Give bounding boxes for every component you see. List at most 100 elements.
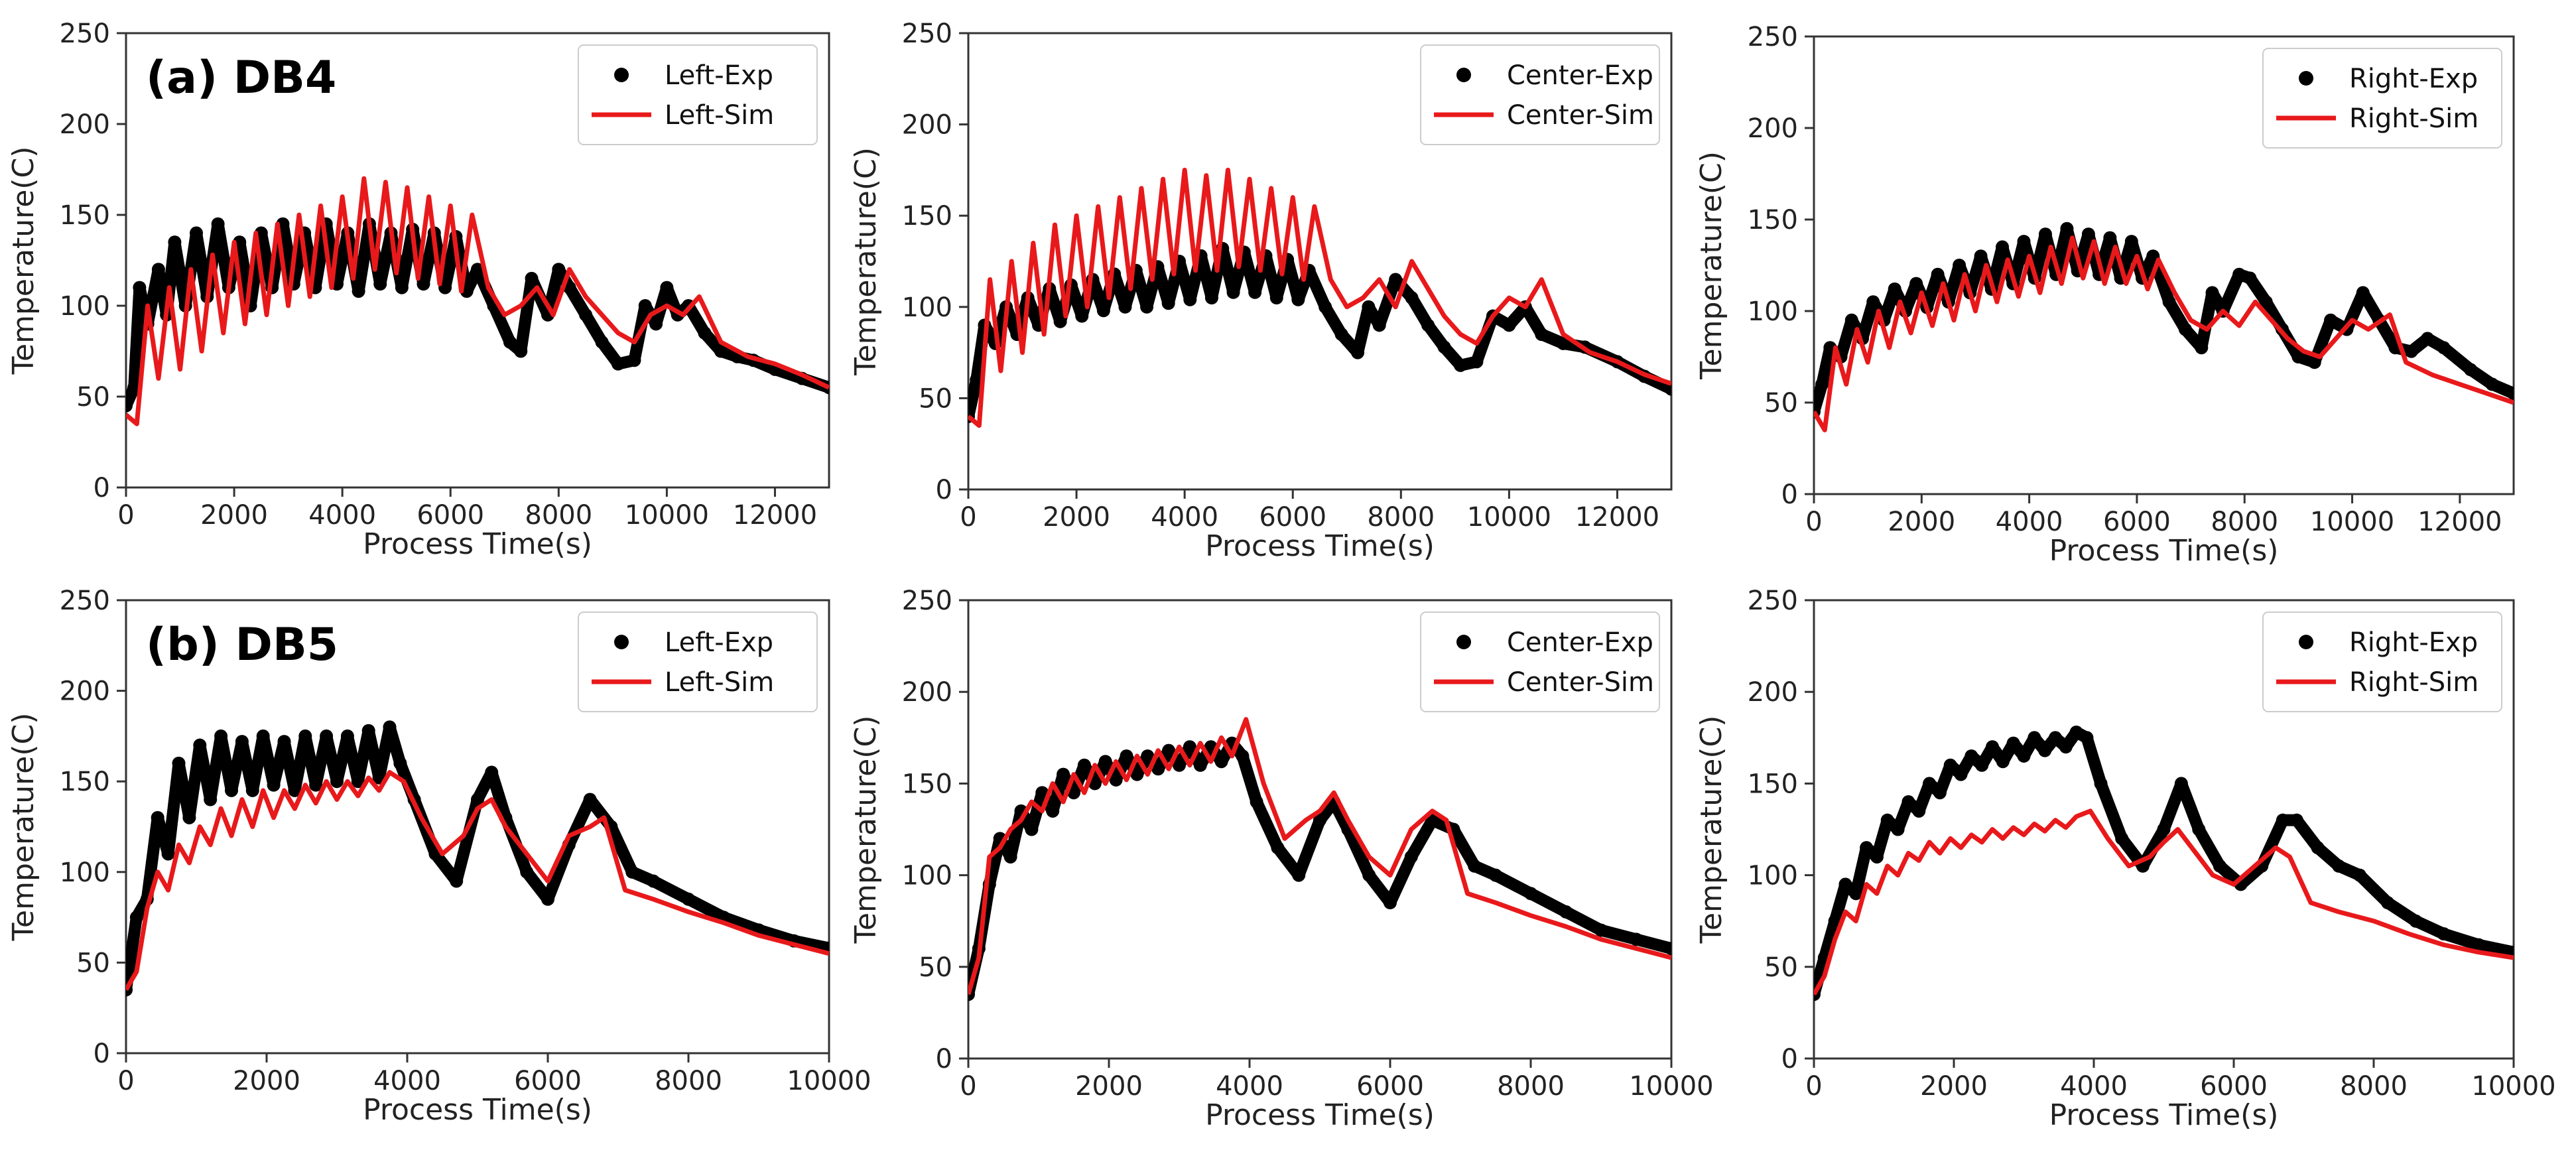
experiment-data-point xyxy=(1141,749,1155,763)
legend-marker-icon xyxy=(2299,635,2313,649)
experiment-data-point xyxy=(2311,841,2325,855)
plot-frame xyxy=(125,32,830,489)
experiment-data-point xyxy=(1468,859,1482,873)
experiment-data-point xyxy=(1870,850,1884,864)
experiment-data-point xyxy=(1003,850,1017,864)
experiment-data-point xyxy=(309,778,323,792)
experiment-data-point xyxy=(2069,726,2083,739)
x-tick-label: 6000 xyxy=(417,500,484,531)
experiment-data-point xyxy=(1292,868,1306,882)
x-tick-label: 0 xyxy=(1805,507,1822,537)
experiment-data-point xyxy=(1421,318,1435,332)
experiment-data-point xyxy=(133,281,147,294)
experiment-data-point xyxy=(647,874,660,888)
y-tick-label: 0 xyxy=(936,475,952,505)
experiment-data-point xyxy=(2174,777,2188,791)
x-tick-label: 4000 xyxy=(308,500,376,531)
experiment-data-point xyxy=(1559,905,1573,919)
chart-panel-4: 0 2000 4000 6000 8000 10000 0 50 100 150 200 250 Pro… xyxy=(7,586,871,1127)
legend-label: Right-Exp xyxy=(2349,627,2478,658)
experiment-data-point xyxy=(172,756,186,770)
experiment-data-point xyxy=(485,765,499,779)
x-tick-label: 8000 xyxy=(2340,1071,2408,1102)
legend-label: Left-Exp xyxy=(665,60,773,91)
experiment-data-point xyxy=(1226,285,1240,299)
experiment-data-point xyxy=(1665,382,1671,396)
legend-box xyxy=(2262,611,2502,712)
experiment-data-point xyxy=(2324,313,2338,327)
experiment-data-point xyxy=(1880,813,1894,827)
experiment-data-point xyxy=(2060,222,2074,235)
legend: Right-Exp Right-Sim xyxy=(2262,611,2502,712)
y-tick-label: 250 xyxy=(902,19,952,49)
experiment-data-point xyxy=(2094,777,2108,791)
legend-box xyxy=(2262,48,2502,149)
simulation-line xyxy=(126,176,829,426)
legend-marker-icon xyxy=(2299,71,2313,86)
experiment-data-point xyxy=(2437,927,2451,941)
experiment-data-point xyxy=(320,729,334,743)
experiment-data-point xyxy=(471,263,484,277)
experiment-data-point xyxy=(1891,822,1905,836)
experiment-data-point xyxy=(2162,295,2176,309)
plot-area xyxy=(126,720,829,997)
experiment-data-point xyxy=(503,335,517,349)
x-tick-label: 8000 xyxy=(655,1066,722,1096)
experiment-data-point xyxy=(1953,259,1966,272)
x-tick-label: 10000 xyxy=(1467,502,1551,533)
experiment-data-point xyxy=(2192,822,2206,836)
experiment-data-point xyxy=(2006,736,2020,750)
experiment-data-point xyxy=(520,865,534,879)
experiment-data-point xyxy=(638,299,652,312)
experiment-data-point xyxy=(1140,300,1154,314)
experiment-data-point xyxy=(1096,304,1110,318)
y-axis-title: Temperature(C) xyxy=(849,147,883,376)
experiment-data-point xyxy=(1489,868,1502,882)
simulation-line xyxy=(968,167,1671,428)
experiment-data-point xyxy=(361,724,375,738)
experiment-data-point xyxy=(450,874,464,888)
legend-box xyxy=(578,44,818,145)
simulation-line xyxy=(1814,235,2514,432)
experiment-data-point xyxy=(1372,318,1386,332)
x-tick-label: 8000 xyxy=(1497,1071,1565,1102)
experiment-data-point xyxy=(1362,300,1376,314)
x-tick-label: 4000 xyxy=(2060,1071,2128,1102)
y-tick-label: 50 xyxy=(1764,388,1798,418)
experiment-data-point xyxy=(2038,227,2052,241)
x-tick-label: 10000 xyxy=(1629,1071,1713,1102)
y-tick-label: 50 xyxy=(919,383,952,414)
x-tick-label: 2000 xyxy=(1920,1071,1988,1102)
legend-label: Center-Sim xyxy=(1507,100,1654,131)
plot-area xyxy=(968,167,1671,428)
x-tick-label: 4000 xyxy=(1216,1071,1283,1102)
x-tick-label: 10000 xyxy=(787,1066,871,1096)
y-tick-label: 150 xyxy=(902,769,952,799)
experiment-data-point xyxy=(1053,314,1067,328)
legend-label: Center-Sim xyxy=(1507,667,1654,698)
x-tick-label: 6000 xyxy=(1259,502,1326,533)
y-tick-label: 0 xyxy=(94,473,110,503)
x-tick-label: 10000 xyxy=(2310,507,2394,537)
experiment-data-point xyxy=(1844,313,1858,327)
legend: Center-Exp Center-Sim xyxy=(1420,44,1660,145)
experiment-data-point xyxy=(2289,813,2303,827)
experiment-data-point xyxy=(1860,841,1874,855)
legend-label: Left-Sim xyxy=(665,100,774,131)
plot-area xyxy=(126,176,829,426)
experiment-data-point xyxy=(682,892,695,906)
experiment-data-point xyxy=(595,335,609,349)
chart-panel-2: 0 2000 4000 6000 8000 10000 12000 0 50 100 150 200 2… xyxy=(849,19,1673,563)
experiment-data-point xyxy=(151,263,165,277)
x-tick-label: 12000 xyxy=(2417,507,2502,537)
experiment-data-point xyxy=(1162,743,1176,757)
experiment-data-point xyxy=(1630,932,1643,946)
experiment-data-point xyxy=(2259,295,2273,309)
experiment-data-point xyxy=(1665,942,1671,956)
x-tick-label: 2000 xyxy=(233,1066,300,1096)
y-tick-label: 150 xyxy=(60,767,110,797)
experiment-data-point xyxy=(2115,832,2129,846)
chart-panel-1: 0 2000 4000 6000 8000 10000 12000 0 50 100 150 200 2… xyxy=(7,19,830,561)
experiment-data-point xyxy=(552,263,566,277)
